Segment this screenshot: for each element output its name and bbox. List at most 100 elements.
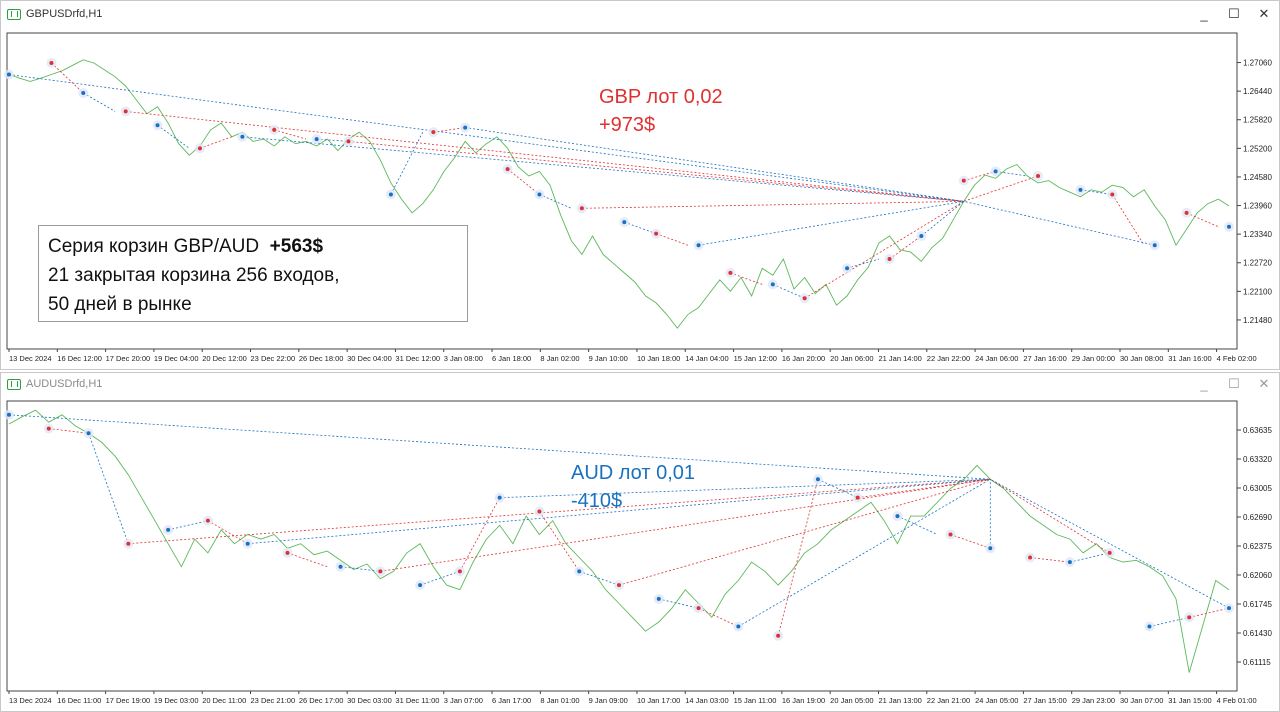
entry-marker xyxy=(1152,243,1157,248)
basket-link xyxy=(8,74,964,202)
basket-link xyxy=(51,62,84,94)
basket-link xyxy=(1080,189,1113,195)
y-tick-label: 0.62060 xyxy=(1243,571,1272,580)
gbpusd-chart[interactable]: 1.27060 1.26440 1.25820 1.25200 1.24580 1.239… xyxy=(1,27,1279,369)
chart-window-icon xyxy=(7,8,21,20)
summary-profit: +563$ xyxy=(269,236,324,257)
basket-link xyxy=(624,221,657,235)
x-tick-label: 22 Jan 21:00 xyxy=(927,696,970,705)
entry-marker xyxy=(1227,224,1231,229)
basket-lines xyxy=(4,57,1234,304)
x-tick-label: 9 Jan 09:00 xyxy=(589,696,628,705)
basket-link xyxy=(125,111,964,202)
basket-link xyxy=(777,479,819,636)
entry-marker xyxy=(338,564,343,569)
entry-marker xyxy=(1227,606,1231,611)
entry-marker xyxy=(845,266,850,271)
aud-loss-label: -410$ xyxy=(571,490,623,512)
y-tick-label: 0.61115 xyxy=(1243,658,1271,667)
y-tick-label: 1.21480 xyxy=(1243,316,1272,325)
x-tick-label: 4 Feb 01:00 xyxy=(1217,696,1257,705)
aud-lot-label: AUD лот 0,01 xyxy=(571,462,696,484)
basket-link xyxy=(804,201,964,299)
x-tick-label: 17 Dec 19:00 xyxy=(106,696,151,705)
chart-plot-area[interactable]: 0.63635 0.63320 0.63005 0.62690 0.62375 0.620… xyxy=(1,395,1279,711)
basket-link xyxy=(157,124,190,149)
close-button[interactable]: ✕ xyxy=(1258,6,1270,21)
basket-link xyxy=(48,428,89,434)
entry-marker xyxy=(696,606,701,611)
close-button[interactable]: ✕ xyxy=(1258,376,1270,391)
basket-link xyxy=(459,497,501,572)
x-tick-label: 16 Jan 19:00 xyxy=(782,696,825,705)
basket-link xyxy=(889,235,922,260)
minimize-button[interactable]: _ xyxy=(1200,6,1208,22)
entry-marker xyxy=(431,130,436,135)
entry-marker xyxy=(919,233,924,238)
x-tick-label: 21 Jan 14:00 xyxy=(878,354,921,363)
x-tick-label: 9 Jan 10:00 xyxy=(589,354,628,363)
chart-plot-area[interactable]: 1.27060 1.26440 1.25820 1.25200 1.24580 1.239… xyxy=(1,27,1279,369)
y-tick-label: 0.62375 xyxy=(1243,542,1272,551)
entry-marker xyxy=(1110,192,1115,197)
entry-marker xyxy=(1067,560,1072,565)
basket-link xyxy=(128,478,991,545)
basket-link xyxy=(963,200,1155,246)
series-summary-box: Серия корзин GBP/AUD +563$ 21 закрытая к… xyxy=(38,225,468,322)
y-tick-label: 0.61745 xyxy=(1243,600,1272,609)
x-tick-label: 27 Jan 16:00 xyxy=(1023,354,1066,363)
y-tick-label: 0.61430 xyxy=(1243,629,1272,638)
gbp-lot-label: GBP лот 0,02 xyxy=(599,86,723,108)
basket-link xyxy=(83,92,116,112)
entry-marker xyxy=(537,192,542,197)
window-titlebar[interactable]: GBPUSDrfd,H1 _ ☐ ✕ xyxy=(1,1,1279,28)
x-tick-label: 13 Dec 2024 xyxy=(9,354,52,363)
entry-marker xyxy=(579,206,584,211)
x-tick-label: 29 Jan 23:00 xyxy=(1072,696,1115,705)
x-tick-label: 27 Jan 15:00 xyxy=(1023,696,1066,705)
basket-link xyxy=(698,200,964,246)
basket-link xyxy=(963,171,996,182)
basket-link xyxy=(846,258,880,269)
entry-marker xyxy=(988,546,993,551)
price-series-line xyxy=(8,409,1230,673)
x-tick-label: 17 Dec 20:00 xyxy=(106,354,151,363)
maximize-button[interactable]: ☐ xyxy=(1228,6,1240,21)
window-titlebar[interactable]: AUDUSDrfd,H1 _ ☐ ✕ xyxy=(1,373,1279,396)
y-axis: 1.27060 1.26440 1.25820 1.25200 1.24580 1.239… xyxy=(1237,59,1272,325)
entry-marker xyxy=(457,569,462,574)
x-tick-label: 6 Jan 17:00 xyxy=(492,696,531,705)
audusd-chart[interactable]: 0.63635 0.63320 0.63005 0.62690 0.62375 0.620… xyxy=(1,395,1279,711)
entry-marker xyxy=(245,541,250,546)
x-tick-label: 15 Jan 11:00 xyxy=(734,696,777,705)
entry-marker xyxy=(617,583,621,588)
minimize-button[interactable]: _ xyxy=(1200,376,1208,392)
x-tick-label: 29 Jan 00:00 xyxy=(1072,354,1115,363)
basket-link xyxy=(772,284,805,299)
x-tick-label: 30 Dec 03:00 xyxy=(347,696,392,705)
entry-marker xyxy=(86,431,91,436)
y-tick-label: 1.25200 xyxy=(1243,144,1272,153)
maximize-button[interactable]: ☐ xyxy=(1228,376,1240,391)
aud-lot-annotation: AUD лот 0,01 -410$ xyxy=(571,459,695,515)
basket-link xyxy=(168,520,209,531)
basket-link xyxy=(990,478,1110,554)
chart-window-gbpusd[interactable]: GBPUSDrfd,H1 _ ☐ ✕ 1.27060 1.26440 1.25820… xyxy=(0,0,1280,370)
chart-window-audusd[interactable]: AUDUSDrfd,H1 _ ☐ ✕ 0.63635 0.63320 0.63005… xyxy=(0,372,1280,712)
entry-marker xyxy=(948,532,953,537)
entry-marker xyxy=(1078,187,1083,192)
entry-marker xyxy=(505,167,510,172)
y-tick-label: 1.22720 xyxy=(1243,259,1272,268)
basket-link xyxy=(8,414,991,480)
entry-marker xyxy=(1187,615,1192,620)
y-tick-label: 1.22100 xyxy=(1243,287,1272,296)
basket-link xyxy=(817,478,858,499)
basket-link xyxy=(1186,212,1219,228)
entry-marker xyxy=(577,569,582,574)
x-tick-label: 31 Dec 11:00 xyxy=(395,696,439,705)
x-tick-label: 23 Dec 22:00 xyxy=(251,354,296,363)
basket-lines xyxy=(4,409,1234,641)
y-tick-label: 0.63635 xyxy=(1243,426,1272,435)
entry-marker xyxy=(855,495,860,500)
x-axis: 13 Dec 2024 16 Dec 11:00 17 Dec 19:00 19 De… xyxy=(8,691,1257,705)
